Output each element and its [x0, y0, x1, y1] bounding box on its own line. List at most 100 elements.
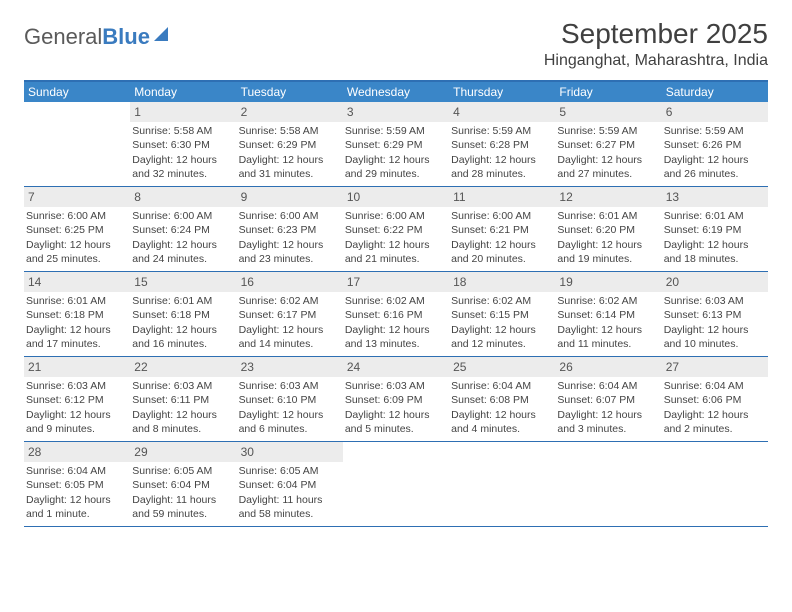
- day-text: Sunrise: 5:59 AMSunset: 6:29 PMDaylight:…: [345, 124, 447, 181]
- day-number: 11: [449, 187, 555, 207]
- sunrise: Sunrise: 6:02 AM: [451, 294, 553, 308]
- daylight: Daylight: 12 hours and 6 minutes.: [239, 408, 341, 436]
- day-text: Sunrise: 6:05 AMSunset: 6:04 PMDaylight:…: [239, 464, 341, 521]
- day-cell: 5Sunrise: 5:59 AMSunset: 6:27 PMDaylight…: [555, 102, 661, 186]
- sunrise: Sunrise: 6:00 AM: [239, 209, 341, 223]
- day-cell: 17Sunrise: 6:02 AMSunset: 6:16 PMDayligh…: [343, 272, 449, 356]
- sunrise: Sunrise: 5:59 AM: [345, 124, 447, 138]
- sunrise: Sunrise: 6:03 AM: [26, 379, 128, 393]
- sunset: Sunset: 6:20 PM: [557, 223, 659, 237]
- sunset: Sunset: 6:12 PM: [26, 393, 128, 407]
- sunset: Sunset: 6:18 PM: [132, 308, 234, 322]
- sunset: Sunset: 6:05 PM: [26, 478, 128, 492]
- day-text: Sunrise: 6:04 AMSunset: 6:07 PMDaylight:…: [557, 379, 659, 436]
- day-cell: 16Sunrise: 6:02 AMSunset: 6:17 PMDayligh…: [237, 272, 343, 356]
- day-cell: 21Sunrise: 6:03 AMSunset: 6:12 PMDayligh…: [24, 357, 130, 441]
- sunrise: Sunrise: 6:02 AM: [557, 294, 659, 308]
- daylight: Daylight: 12 hours and 32 minutes.: [132, 153, 234, 181]
- day-text: Sunrise: 5:59 AMSunset: 6:28 PMDaylight:…: [451, 124, 553, 181]
- sunrise: Sunrise: 6:00 AM: [26, 209, 128, 223]
- sunrise: Sunrise: 6:04 AM: [26, 464, 128, 478]
- sunrise: Sunrise: 6:00 AM: [132, 209, 234, 223]
- day-text: Sunrise: 6:04 AMSunset: 6:06 PMDaylight:…: [664, 379, 766, 436]
- day-number: 14: [24, 272, 130, 292]
- day-text: Sunrise: 6:05 AMSunset: 6:04 PMDaylight:…: [132, 464, 234, 521]
- sunset: Sunset: 6:24 PM: [132, 223, 234, 237]
- sunset: Sunset: 6:04 PM: [132, 478, 234, 492]
- day-number: 6: [662, 102, 768, 122]
- week-row: 14Sunrise: 6:01 AMSunset: 6:18 PMDayligh…: [24, 272, 768, 357]
- sunset: Sunset: 6:08 PM: [451, 393, 553, 407]
- day-text: Sunrise: 6:00 AMSunset: 6:24 PMDaylight:…: [132, 209, 234, 266]
- sunset: Sunset: 6:29 PM: [239, 138, 341, 152]
- day-number: 28: [24, 442, 130, 462]
- logo-part1: General: [24, 24, 102, 49]
- day-number: 10: [343, 187, 449, 207]
- day-text: Sunrise: 6:02 AMSunset: 6:16 PMDaylight:…: [345, 294, 447, 351]
- day-cell: 24Sunrise: 6:03 AMSunset: 6:09 PMDayligh…: [343, 357, 449, 441]
- day-text: Sunrise: 5:58 AMSunset: 6:30 PMDaylight:…: [132, 124, 234, 181]
- day-text: Sunrise: 6:00 AMSunset: 6:21 PMDaylight:…: [451, 209, 553, 266]
- day-text: Sunrise: 6:01 AMSunset: 6:18 PMDaylight:…: [132, 294, 234, 351]
- daylight: Daylight: 12 hours and 19 minutes.: [557, 238, 659, 266]
- day-number: 12: [555, 187, 661, 207]
- day-cell: 7Sunrise: 6:00 AMSunset: 6:25 PMDaylight…: [24, 187, 130, 271]
- day-text: Sunrise: 6:02 AMSunset: 6:14 PMDaylight:…: [557, 294, 659, 351]
- sunset: Sunset: 6:06 PM: [664, 393, 766, 407]
- logo-text: GeneralBlue: [24, 24, 150, 50]
- sunrise: Sunrise: 6:00 AM: [451, 209, 553, 223]
- day-cell: 30Sunrise: 6:05 AMSunset: 6:04 PMDayligh…: [237, 442, 343, 526]
- day-text: Sunrise: 6:04 AMSunset: 6:08 PMDaylight:…: [451, 379, 553, 436]
- day-number: 2: [237, 102, 343, 122]
- daylight: Daylight: 12 hours and 11 minutes.: [557, 323, 659, 351]
- daylight: Daylight: 12 hours and 2 minutes.: [664, 408, 766, 436]
- sunset: Sunset: 6:10 PM: [239, 393, 341, 407]
- sunrise: Sunrise: 6:00 AM: [345, 209, 447, 223]
- sunrise: Sunrise: 6:02 AM: [239, 294, 341, 308]
- logo-part2: Blue: [102, 24, 150, 49]
- day-cell: [343, 442, 449, 526]
- day-cell: 4Sunrise: 5:59 AMSunset: 6:28 PMDaylight…: [449, 102, 555, 186]
- sunset: Sunset: 6:09 PM: [345, 393, 447, 407]
- day-cell: 13Sunrise: 6:01 AMSunset: 6:19 PMDayligh…: [662, 187, 768, 271]
- daylight: Daylight: 12 hours and 24 minutes.: [132, 238, 234, 266]
- day-text: Sunrise: 6:01 AMSunset: 6:18 PMDaylight:…: [26, 294, 128, 351]
- sunset: Sunset: 6:21 PM: [451, 223, 553, 237]
- day-number: 22: [130, 357, 236, 377]
- daylight: Daylight: 12 hours and 10 minutes.: [664, 323, 766, 351]
- sunset: Sunset: 6:26 PM: [664, 138, 766, 152]
- day-cell: 14Sunrise: 6:01 AMSunset: 6:18 PMDayligh…: [24, 272, 130, 356]
- sunrise: Sunrise: 6:03 AM: [239, 379, 341, 393]
- calendar: SundayMondayTuesdayWednesdayThursdayFrid…: [24, 80, 768, 527]
- daylight: Daylight: 12 hours and 13 minutes.: [345, 323, 447, 351]
- sunset: Sunset: 6:18 PM: [26, 308, 128, 322]
- day-cell: 8Sunrise: 6:00 AMSunset: 6:24 PMDaylight…: [130, 187, 236, 271]
- daylight: Daylight: 12 hours and 25 minutes.: [26, 238, 128, 266]
- daylight: Daylight: 12 hours and 29 minutes.: [345, 153, 447, 181]
- daylight: Daylight: 12 hours and 21 minutes.: [345, 238, 447, 266]
- dow-cell: Wednesday: [343, 82, 449, 102]
- day-text: Sunrise: 6:00 AMSunset: 6:25 PMDaylight:…: [26, 209, 128, 266]
- day-cell: 11Sunrise: 6:00 AMSunset: 6:21 PMDayligh…: [449, 187, 555, 271]
- sunrise: Sunrise: 6:01 AM: [132, 294, 234, 308]
- day-text: Sunrise: 6:03 AMSunset: 6:13 PMDaylight:…: [664, 294, 766, 351]
- day-text: Sunrise: 6:03 AMSunset: 6:10 PMDaylight:…: [239, 379, 341, 436]
- title-block: September 2025 Hinganghat, Maharashtra, …: [544, 18, 768, 70]
- sunset: Sunset: 6:15 PM: [451, 308, 553, 322]
- logo: GeneralBlue: [24, 18, 168, 50]
- day-text: Sunrise: 6:03 AMSunset: 6:12 PMDaylight:…: [26, 379, 128, 436]
- day-number: 29: [130, 442, 236, 462]
- sunrise: Sunrise: 6:01 AM: [664, 209, 766, 223]
- daylight: Daylight: 12 hours and 12 minutes.: [451, 323, 553, 351]
- day-text: Sunrise: 6:02 AMSunset: 6:15 PMDaylight:…: [451, 294, 553, 351]
- day-number: 13: [662, 187, 768, 207]
- sunset: Sunset: 6:19 PM: [664, 223, 766, 237]
- daylight: Daylight: 12 hours and 31 minutes.: [239, 153, 341, 181]
- sunset: Sunset: 6:13 PM: [664, 308, 766, 322]
- day-number: 16: [237, 272, 343, 292]
- day-cell: 27Sunrise: 6:04 AMSunset: 6:06 PMDayligh…: [662, 357, 768, 441]
- day-text: Sunrise: 6:01 AMSunset: 6:19 PMDaylight:…: [664, 209, 766, 266]
- sunset: Sunset: 6:23 PM: [239, 223, 341, 237]
- dow-cell: Saturday: [662, 82, 768, 102]
- day-cell: [555, 442, 661, 526]
